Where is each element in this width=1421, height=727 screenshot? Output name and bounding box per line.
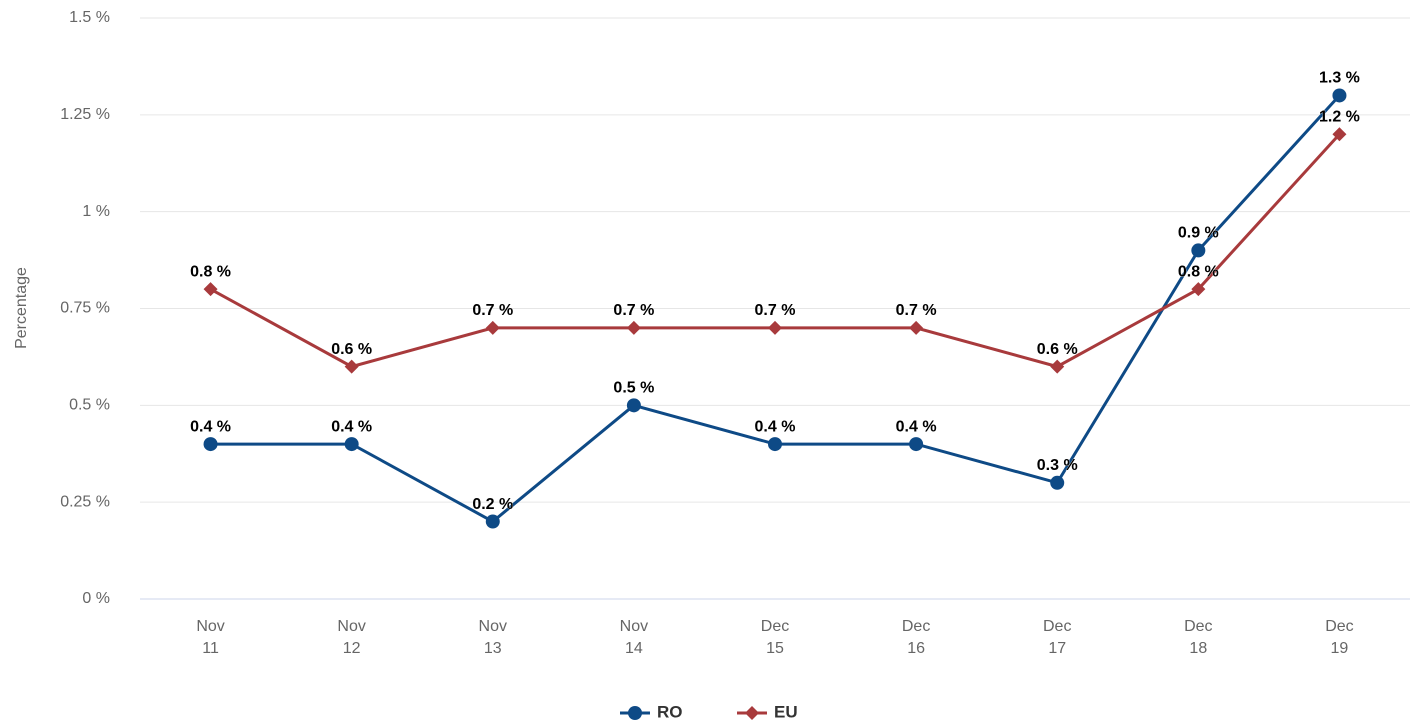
marker bbox=[626, 320, 641, 335]
marker bbox=[1191, 282, 1206, 297]
marker bbox=[344, 359, 359, 374]
data-label: 0.3 % bbox=[1037, 457, 1078, 474]
marker bbox=[768, 437, 782, 452]
data-label: 0.7 % bbox=[613, 302, 654, 319]
data-label: 0.4 % bbox=[896, 418, 937, 435]
marker bbox=[485, 514, 500, 529]
data-label: 0.5 % bbox=[613, 380, 654, 397]
data-label: 0.8 % bbox=[1178, 263, 1219, 280]
marker bbox=[485, 320, 500, 335]
marker bbox=[203, 437, 218, 452]
data-label: 0.4 % bbox=[331, 418, 372, 435]
x-tick-label: Dec 17 bbox=[1042, 618, 1072, 657]
marker bbox=[768, 320, 782, 335]
marker bbox=[745, 706, 759, 720]
y-tick-label: 1.25 % bbox=[60, 106, 110, 123]
data-label: 1.2 % bbox=[1319, 108, 1360, 125]
x-tick-label: Dec 15 bbox=[760, 618, 790, 657]
data-label: 0.2 % bbox=[472, 496, 513, 513]
x-tick-label: Nov 14 bbox=[619, 618, 649, 657]
marker bbox=[1332, 88, 1347, 103]
marker bbox=[909, 320, 924, 335]
legend-label: RO bbox=[657, 702, 683, 721]
marker bbox=[1050, 475, 1065, 490]
x-tick-label: Dec 16 bbox=[901, 618, 931, 657]
marker bbox=[909, 437, 924, 452]
y-axis-title: Percentage bbox=[13, 267, 30, 349]
marker bbox=[203, 282, 218, 297]
y-tick-label: 0.75 % bbox=[60, 300, 110, 317]
x-tick-label: Nov 13 bbox=[478, 618, 507, 657]
marker bbox=[1050, 359, 1065, 374]
y-tick-label: 0 % bbox=[82, 590, 110, 607]
x-tick-label: Nov 12 bbox=[337, 618, 366, 657]
y-tick-label: 0.5 % bbox=[69, 397, 110, 414]
data-label: 0.6 % bbox=[331, 341, 372, 358]
marker bbox=[1332, 127, 1347, 142]
x-tick-label: Dec 18 bbox=[1184, 618, 1213, 657]
x-tick-label: Nov 11 bbox=[196, 618, 225, 657]
data-label: 0.7 % bbox=[896, 302, 937, 319]
data-label: 1.3 % bbox=[1319, 70, 1360, 87]
y-tick-label: 1 % bbox=[82, 203, 110, 220]
data-label: 0.4 % bbox=[190, 418, 231, 435]
y-tick-label: 1.5 % bbox=[69, 9, 110, 26]
marker bbox=[344, 437, 359, 452]
y-tick-label: 0.25 % bbox=[60, 493, 110, 510]
legend-label: EU bbox=[774, 702, 798, 721]
x-tick-label: Dec 19 bbox=[1325, 618, 1354, 657]
data-label: 0.7 % bbox=[472, 302, 513, 319]
marker bbox=[1191, 243, 1206, 258]
data-label: 0.8 % bbox=[190, 263, 231, 280]
data-label: 0.6 % bbox=[1037, 341, 1078, 358]
marker bbox=[628, 706, 642, 720]
data-label: 0.4 % bbox=[755, 418, 796, 435]
data-label: 0.7 % bbox=[755, 302, 796, 319]
data-label: 0.9 % bbox=[1178, 225, 1219, 242]
marker bbox=[626, 398, 641, 413]
